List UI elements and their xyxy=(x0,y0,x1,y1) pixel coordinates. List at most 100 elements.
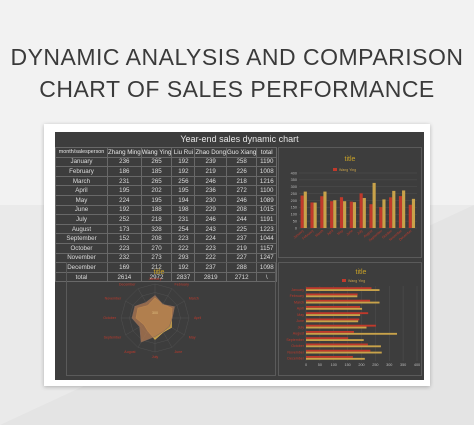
radar-axis-label: August xyxy=(124,350,135,354)
y-tick-label: February xyxy=(290,294,305,298)
table-cell: 185 xyxy=(140,166,173,177)
table-cell: 218 xyxy=(140,214,173,225)
table-row: July 252 218 231 246 244 1191 xyxy=(55,214,278,225)
table-cell: total xyxy=(55,271,108,283)
table-cell: January xyxy=(55,156,108,168)
radar-axis-label: April xyxy=(194,316,201,320)
hbar xyxy=(306,331,355,333)
table-cell: 239 xyxy=(194,156,228,168)
radar-series-area xyxy=(131,295,175,343)
table-cell: 1216 xyxy=(256,175,278,187)
bar xyxy=(372,182,376,228)
table-cell: 230 xyxy=(194,194,228,206)
hbar xyxy=(306,326,367,329)
y-tick-label: 200 xyxy=(291,199,297,203)
hbar xyxy=(306,349,371,352)
y-tick-label: November xyxy=(287,350,304,354)
x-tick-label: 50 xyxy=(318,363,322,367)
table-cell: 188 xyxy=(140,204,173,216)
table-body: January 236 265 192 239 258 1190 February 186 185… xyxy=(55,156,278,283)
table-cell: June xyxy=(55,204,108,216)
radar-axis-label: December xyxy=(119,282,136,286)
bar xyxy=(320,196,324,228)
legend-label: Wang Ying xyxy=(348,279,365,283)
table-cell: 252 xyxy=(107,214,142,225)
radar-axis-label: July xyxy=(152,355,159,359)
bar xyxy=(349,201,353,228)
table-cell: 223 xyxy=(194,242,228,254)
x-tick-label: 150 xyxy=(344,363,350,367)
y-tick-label: 350 xyxy=(291,178,297,182)
table-row: January 236 265 192 239 258 1190 xyxy=(55,156,278,168)
table-cell: 2712 xyxy=(226,271,258,283)
bar xyxy=(379,207,383,228)
table-cell: 202 xyxy=(140,185,173,196)
table-cell: 254 xyxy=(171,223,196,235)
table-cell: August xyxy=(55,223,108,235)
dashboard: Year-end sales dynamic chart month/sales… xyxy=(55,132,424,380)
x-tick-label: August xyxy=(363,229,374,239)
bar-chart-panel: title Wang Ying 0 50 100 150 200 250 300 350 400… xyxy=(278,147,422,258)
x-tick-label: 400 xyxy=(414,363,420,367)
radar-axis-label: January xyxy=(149,277,162,281)
hbar xyxy=(306,295,358,298)
hbar xyxy=(306,351,382,354)
hbar xyxy=(306,345,381,348)
hbar-chart-legend: Wang Ying xyxy=(342,279,365,283)
y-tick-label: May xyxy=(297,313,304,317)
hbar xyxy=(306,306,361,308)
table-header-cell: total xyxy=(256,147,278,158)
table-cell: February xyxy=(55,166,108,177)
y-tick-label: August xyxy=(293,332,304,336)
radar-axis-label: October xyxy=(103,316,117,320)
table-row: October 223 270 222 223 219 1157 xyxy=(55,242,278,254)
bar xyxy=(408,204,412,228)
table-cell: 224 xyxy=(107,194,142,206)
table-cell: \ xyxy=(256,271,278,283)
y-tick-label: 250 xyxy=(291,192,297,196)
table-cell: 195 xyxy=(140,194,173,206)
table-cell: 265 xyxy=(140,175,173,187)
table-cell: 1191 xyxy=(256,214,278,225)
x-tick-label: October xyxy=(381,228,393,239)
hbar xyxy=(306,307,363,310)
table-cell: 243 xyxy=(194,223,228,235)
table-cell: 265 xyxy=(140,156,173,168)
bar xyxy=(339,197,344,228)
bar-chart-legend: Wang Ying xyxy=(333,168,356,172)
y-tick-label: January xyxy=(291,288,304,292)
table-row: total 2614 2972 2837 2819 2712 \ xyxy=(55,271,278,283)
table-cell: 231 xyxy=(107,175,142,187)
y-tick-label: April xyxy=(297,307,304,311)
y-tick-label: 100 xyxy=(291,213,297,217)
radar-center-label: 300 xyxy=(152,311,158,315)
hbar xyxy=(306,293,358,296)
radar-chart-title: title xyxy=(154,269,165,276)
table-row: September 152 208 223 224 237 1044 xyxy=(55,233,278,244)
x-tick-label: January xyxy=(293,229,305,240)
table-cell: 152 xyxy=(107,233,142,244)
table-cell: 1100 xyxy=(256,185,278,196)
table-cell: 1044 xyxy=(256,233,278,244)
bar xyxy=(382,199,386,228)
hbar xyxy=(306,312,369,315)
table-cell: 195 xyxy=(107,185,142,196)
table-cell: 1089 xyxy=(256,194,278,206)
table-header-cell: Wang Ying xyxy=(140,147,173,158)
table-cell: 224 xyxy=(194,233,228,244)
y-tick-label: 400 xyxy=(291,171,297,175)
x-tick-label: 200 xyxy=(358,363,364,367)
x-tick-label: May xyxy=(336,229,344,236)
radar-axis-label: September xyxy=(104,336,122,340)
table-row: August 173 328 254 243 225 1223 xyxy=(55,223,278,235)
table-row: February 186 185 192 219 226 1008 xyxy=(55,166,278,177)
bar xyxy=(323,191,327,228)
x-tick-label: 100 xyxy=(331,363,337,367)
table-cell: 231 xyxy=(171,214,196,225)
hbar xyxy=(306,301,380,304)
bar xyxy=(343,201,347,228)
hbar xyxy=(306,314,361,316)
table-header-cell: Zhang Ming xyxy=(107,147,142,158)
table-header-cell: month/salesperson xyxy=(55,147,108,158)
bar xyxy=(352,202,357,228)
